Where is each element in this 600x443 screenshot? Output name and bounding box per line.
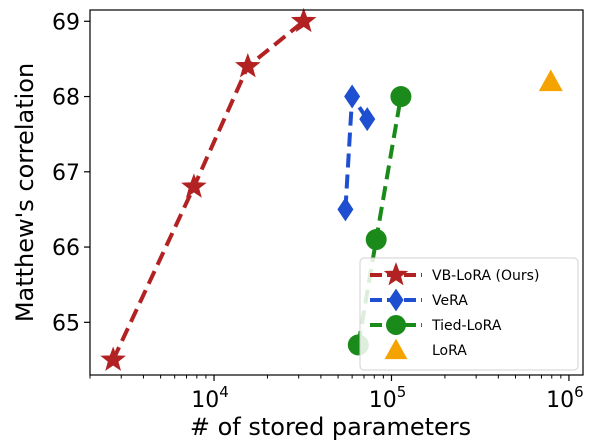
y-tick-label: 68 xyxy=(52,86,80,111)
series-vera xyxy=(337,84,376,222)
plot-frame xyxy=(89,9,584,376)
y-tick-label: 69 xyxy=(52,10,80,35)
star-marker xyxy=(383,262,409,286)
star-marker xyxy=(181,173,207,198)
diamond-marker xyxy=(388,288,404,312)
star-marker xyxy=(290,7,317,33)
y-axis-label: Matthew's correlation xyxy=(11,63,39,322)
legend-entry: VB-LoRA (Ours) xyxy=(370,262,539,286)
legend-entry: VeRA xyxy=(370,288,468,312)
x-tick-label: 105 xyxy=(369,383,407,413)
star-marker xyxy=(100,346,126,371)
triangle-marker xyxy=(538,69,563,92)
star-marker xyxy=(235,52,261,78)
legend: VB-LoRA (Ours) VeRA Tied-LoRA LoRA xyxy=(359,257,579,371)
x-axis-label: # of stored parameters xyxy=(190,413,471,441)
series-line xyxy=(111,19,305,361)
series-vb-lora-ours xyxy=(100,7,317,371)
legend-label: VB-LoRA (Ours) xyxy=(432,268,539,284)
diamond-marker xyxy=(359,107,376,132)
legend-entry: Tied-LoRA xyxy=(370,315,502,335)
legend-label: Tied-LoRA xyxy=(431,318,502,334)
y-tick-label: 66 xyxy=(52,236,80,261)
y-tick-label: 65 xyxy=(52,311,80,336)
diamond-marker xyxy=(344,84,361,109)
legend-box xyxy=(359,257,579,371)
diamond-marker xyxy=(337,197,354,222)
legend-label: LoRA xyxy=(432,343,467,359)
legend-label: VeRA xyxy=(432,293,468,309)
series-lora xyxy=(538,69,563,92)
circle-marker xyxy=(386,315,406,335)
x-tick-label: 106 xyxy=(546,383,584,413)
y-tick-label: 67 xyxy=(52,161,80,186)
circle-marker xyxy=(390,86,412,108)
circle-marker xyxy=(365,229,387,251)
axes-layer: 65 66 67 68 69 104 105 106 xyxy=(52,9,584,413)
x-tick-label: 104 xyxy=(191,383,229,413)
legend-entry: LoRA xyxy=(384,338,467,360)
triangle-marker xyxy=(384,338,408,360)
